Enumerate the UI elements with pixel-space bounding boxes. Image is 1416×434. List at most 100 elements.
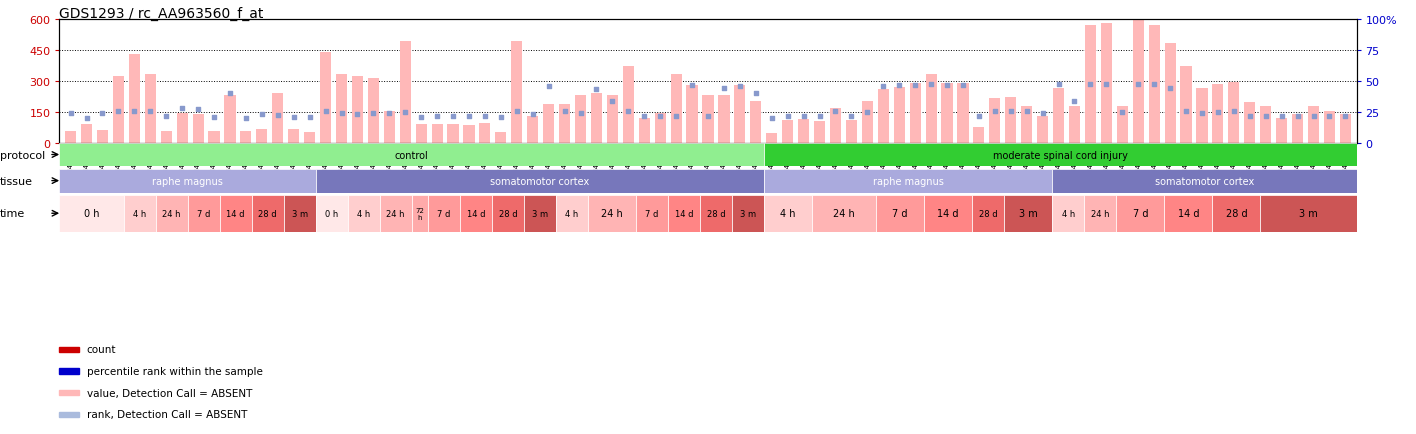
Text: value, Detection Call = ABSENT: value, Detection Call = ABSENT: [86, 388, 252, 398]
Bar: [1052, 195, 1085, 232]
Bar: [351, 77, 362, 143]
Point: [537, 83, 559, 90]
Text: 24 h: 24 h: [833, 209, 855, 219]
Point: [936, 82, 959, 89]
Bar: [432, 125, 443, 143]
Point: [1286, 113, 1308, 120]
Bar: [379, 195, 412, 232]
Point: [1303, 113, 1325, 120]
Bar: [399, 42, 411, 143]
Text: somatomotor cortex: somatomotor cortex: [1155, 176, 1255, 186]
Bar: [957, 83, 969, 143]
Text: control: control: [395, 150, 429, 160]
Text: 14 d: 14 d: [466, 209, 486, 218]
Bar: [1069, 107, 1080, 143]
Point: [330, 110, 353, 117]
Bar: [942, 83, 953, 143]
Point: [314, 108, 337, 115]
Point: [888, 82, 910, 89]
Text: rank, Detection Call = ABSENT: rank, Detection Call = ABSENT: [86, 410, 248, 419]
Bar: [765, 169, 1052, 193]
Bar: [348, 195, 379, 232]
Point: [712, 85, 735, 92]
Bar: [224, 96, 235, 143]
Text: 7 d: 7 d: [438, 209, 450, 218]
Bar: [59, 195, 123, 232]
Point: [649, 113, 671, 120]
Text: 28 d: 28 d: [978, 209, 997, 218]
Point: [251, 111, 273, 118]
Text: 24 h: 24 h: [163, 209, 181, 218]
Point: [473, 113, 496, 120]
Text: 24 h: 24 h: [1092, 209, 1110, 218]
Bar: [412, 195, 428, 232]
Bar: [765, 195, 813, 232]
Point: [154, 113, 177, 120]
Point: [1318, 113, 1341, 120]
Text: 4 h: 4 h: [133, 209, 146, 218]
Point: [729, 83, 752, 90]
Bar: [241, 132, 252, 143]
Point: [1239, 113, 1262, 120]
Point: [426, 113, 449, 120]
Point: [59, 110, 82, 117]
Point: [967, 113, 990, 120]
Text: 3 m: 3 m: [532, 209, 548, 218]
Text: raphe magnus: raphe magnus: [872, 176, 943, 186]
Text: 14 d: 14 d: [937, 209, 959, 219]
Bar: [1212, 195, 1260, 232]
Point: [824, 108, 847, 115]
Bar: [219, 195, 252, 232]
Bar: [59, 347, 79, 352]
Point: [664, 113, 687, 120]
Bar: [524, 195, 556, 232]
Bar: [320, 53, 331, 143]
Text: time: time: [0, 209, 25, 219]
Point: [920, 81, 943, 88]
Bar: [527, 116, 538, 143]
Text: 14 d: 14 d: [675, 209, 694, 218]
Bar: [316, 195, 348, 232]
Point: [1175, 108, 1198, 115]
Text: 7 d: 7 d: [892, 209, 908, 219]
Point: [266, 112, 289, 119]
Bar: [544, 105, 554, 143]
Bar: [1052, 169, 1357, 193]
Bar: [575, 96, 586, 143]
Point: [362, 110, 385, 117]
Bar: [463, 126, 474, 143]
Text: tissue: tissue: [0, 176, 33, 186]
Bar: [1197, 89, 1208, 143]
Bar: [59, 143, 765, 167]
Text: protocol: protocol: [0, 150, 45, 160]
Text: 28 d: 28 d: [707, 209, 725, 218]
Point: [554, 108, 576, 115]
Bar: [878, 89, 889, 143]
Point: [235, 115, 258, 122]
Text: 4 h: 4 h: [565, 209, 579, 218]
Point: [1031, 110, 1054, 117]
Point: [1334, 113, 1357, 120]
Point: [1015, 108, 1038, 115]
Point: [585, 86, 607, 93]
Bar: [65, 132, 76, 143]
Bar: [113, 77, 125, 143]
Point: [299, 114, 321, 121]
Bar: [830, 109, 841, 143]
Bar: [287, 130, 299, 143]
Bar: [160, 132, 171, 143]
Bar: [428, 195, 460, 232]
Text: percentile rank within the sample: percentile rank within the sample: [86, 366, 262, 376]
Point: [108, 108, 130, 115]
Bar: [1164, 195, 1212, 232]
Text: 7 d: 7 d: [646, 209, 658, 218]
Bar: [1117, 107, 1129, 143]
Point: [857, 109, 879, 116]
Bar: [973, 195, 1004, 232]
Point: [1048, 81, 1070, 88]
Point: [1158, 85, 1181, 92]
Text: 0 h: 0 h: [84, 209, 99, 219]
Bar: [272, 94, 283, 143]
Bar: [654, 113, 666, 143]
Point: [346, 111, 368, 118]
